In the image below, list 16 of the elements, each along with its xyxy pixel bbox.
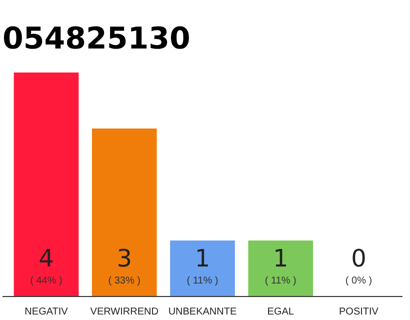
chart-title: 054825130 xyxy=(2,22,190,56)
data-label: 1 xyxy=(194,244,210,272)
annotation: ( 33% ) xyxy=(108,276,140,286)
data-label: 4 xyxy=(38,244,54,272)
data-label: 0 xyxy=(351,244,366,272)
x-tick-label: VERWIRREND xyxy=(90,306,158,318)
annotation: ( 0% ) xyxy=(345,276,372,286)
annotation: ( 11% ) xyxy=(264,276,296,286)
x-tick-label: NEGATIV xyxy=(24,306,68,318)
x-tick-label: POSITIV xyxy=(339,306,379,318)
data-label: 3 xyxy=(116,244,132,272)
data-label: 1 xyxy=(272,244,288,272)
x-tick-label: UNBEKANNTE xyxy=(168,306,237,318)
annotation: ( 11% ) xyxy=(186,276,218,286)
x-tick-label: EGAL xyxy=(267,306,294,318)
annotation: ( 44% ) xyxy=(30,276,62,286)
